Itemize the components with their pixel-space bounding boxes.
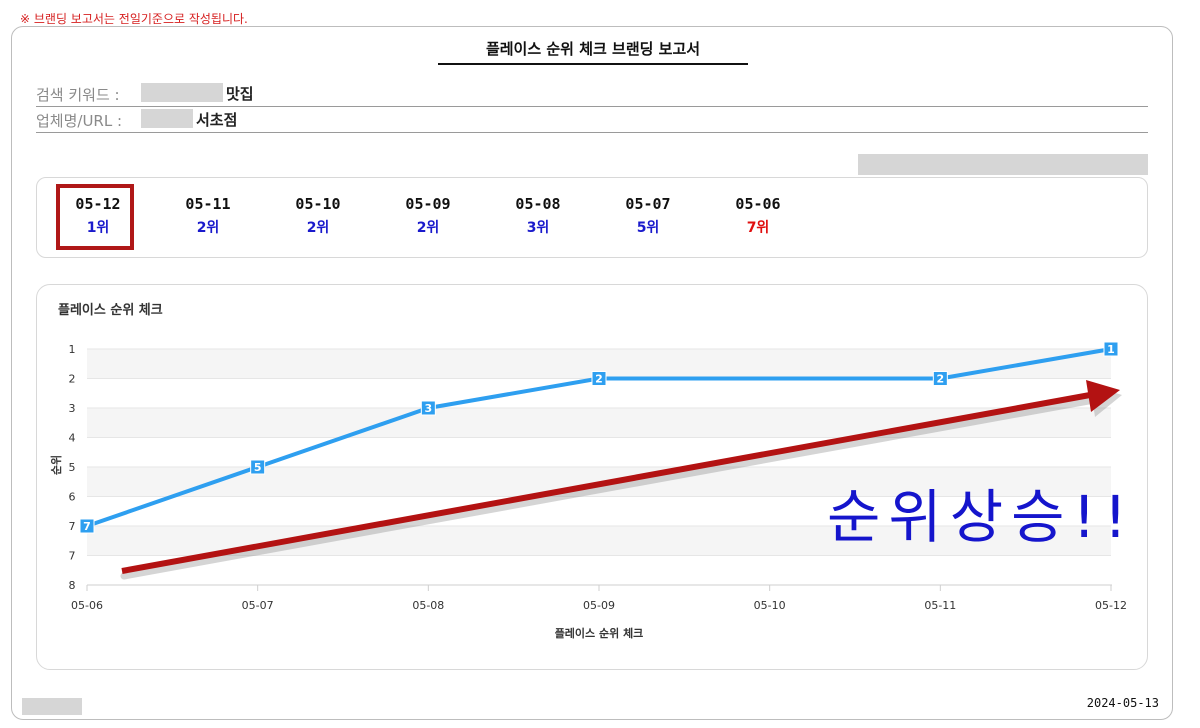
rank-value: 7위 [746,220,770,236]
y-axis-title: 순위 [50,455,63,475]
rank-value: 3위 [526,220,550,236]
data-label: 3 [425,402,433,415]
x-tick-label: 05-06 [71,599,103,612]
rank-date: 05-08 [515,195,561,213]
report-date: 2024-05-13 [1086,696,1159,710]
y-tick-label: 2 [69,373,76,386]
x-tick-label: 05-12 [1095,599,1127,612]
y-tick-label: 6 [69,491,76,504]
rank-date: 05-09 [405,195,451,213]
data-label: 2 [595,373,603,386]
y-tick-label: 4 [69,432,76,445]
rank-day-0: 05-12 1위 [58,195,138,237]
rank-day-2: 05-10 2위 [278,195,358,237]
header-redaction [858,154,1148,175]
data-point [591,371,607,386]
x-tick-label: 05-07 [242,599,274,612]
arrow-shaft [121,392,1091,574]
data-point [79,518,95,534]
data-point [1103,341,1119,357]
arrow-head [1086,380,1120,412]
rank-date: 05-06 [735,195,781,213]
x-tick-label: 05-11 [924,599,956,612]
y-tick-label: 7 [69,550,76,563]
rank-date: 05-11 [185,195,231,213]
keyword-label: 검색 키워드 : [36,86,120,104]
x-tick-label: 05-08 [412,599,444,612]
rank-value: 1위 [86,220,110,236]
rank-date: 05-12 [75,195,121,213]
data-point [250,459,266,475]
rank-value: 2위 [196,220,220,236]
keyword-row: 검색 키워드 : 맛집 [36,82,1148,107]
y-tick-label: 5 [69,461,76,474]
report-title: 플레이스 순위 체크 브랜딩 보고서 [438,38,748,65]
rank-value: 2위 [306,220,330,236]
y-tick-label: 1 [69,343,76,356]
business-redaction [141,109,193,128]
arrow-shadow [120,396,1098,580]
data-point [420,400,436,416]
rank-day-4: 05-08 3위 [498,195,578,237]
keyword-value: 맛집 [226,85,254,103]
x-axis-title: 플레이스 순위 체크 [555,626,644,640]
business-label: 업체명/URL : [36,112,123,130]
chart-title: 플레이스 순위 체크 [58,303,163,318]
x-tick-label: 05-10 [754,599,786,612]
rank-date: 05-10 [295,195,341,213]
data-label: 7 [83,520,91,533]
y-tick-label: 7 [69,520,76,533]
rank-day-6: 05-06 7위 [718,195,798,237]
data-label: 5 [254,461,262,474]
rank-value: 2위 [416,220,440,236]
x-tick-label: 05-09 [583,599,615,612]
data-point [932,371,948,386]
keyword-redaction [141,83,223,102]
y-tick-label: 8 [69,579,76,592]
rank-date: 05-07 [625,195,671,213]
rank-day-3: 05-09 2위 [388,195,468,237]
business-row: 업체명/URL : 서초점 [36,108,1148,133]
y-tick-label: 3 [69,402,76,415]
rank-value: 5위 [636,220,660,236]
rank-summary [36,177,1148,258]
business-value: 서초점 [196,111,238,129]
annotation-text: 순위상승!! [827,483,1135,551]
footer-redaction [22,698,82,715]
today-highlight-box [56,184,134,250]
data-label: 2 [937,373,945,386]
grid-band [87,526,1111,556]
notice-text: ※ 브랜딩 보고서는 전일기준으로 작성됩니다. [20,12,248,26]
rank-day-5: 05-07 5위 [608,195,688,237]
rank-day-1: 05-11 2위 [168,195,248,237]
chart-panel [36,284,1148,670]
data-label: 1 [1107,343,1115,356]
